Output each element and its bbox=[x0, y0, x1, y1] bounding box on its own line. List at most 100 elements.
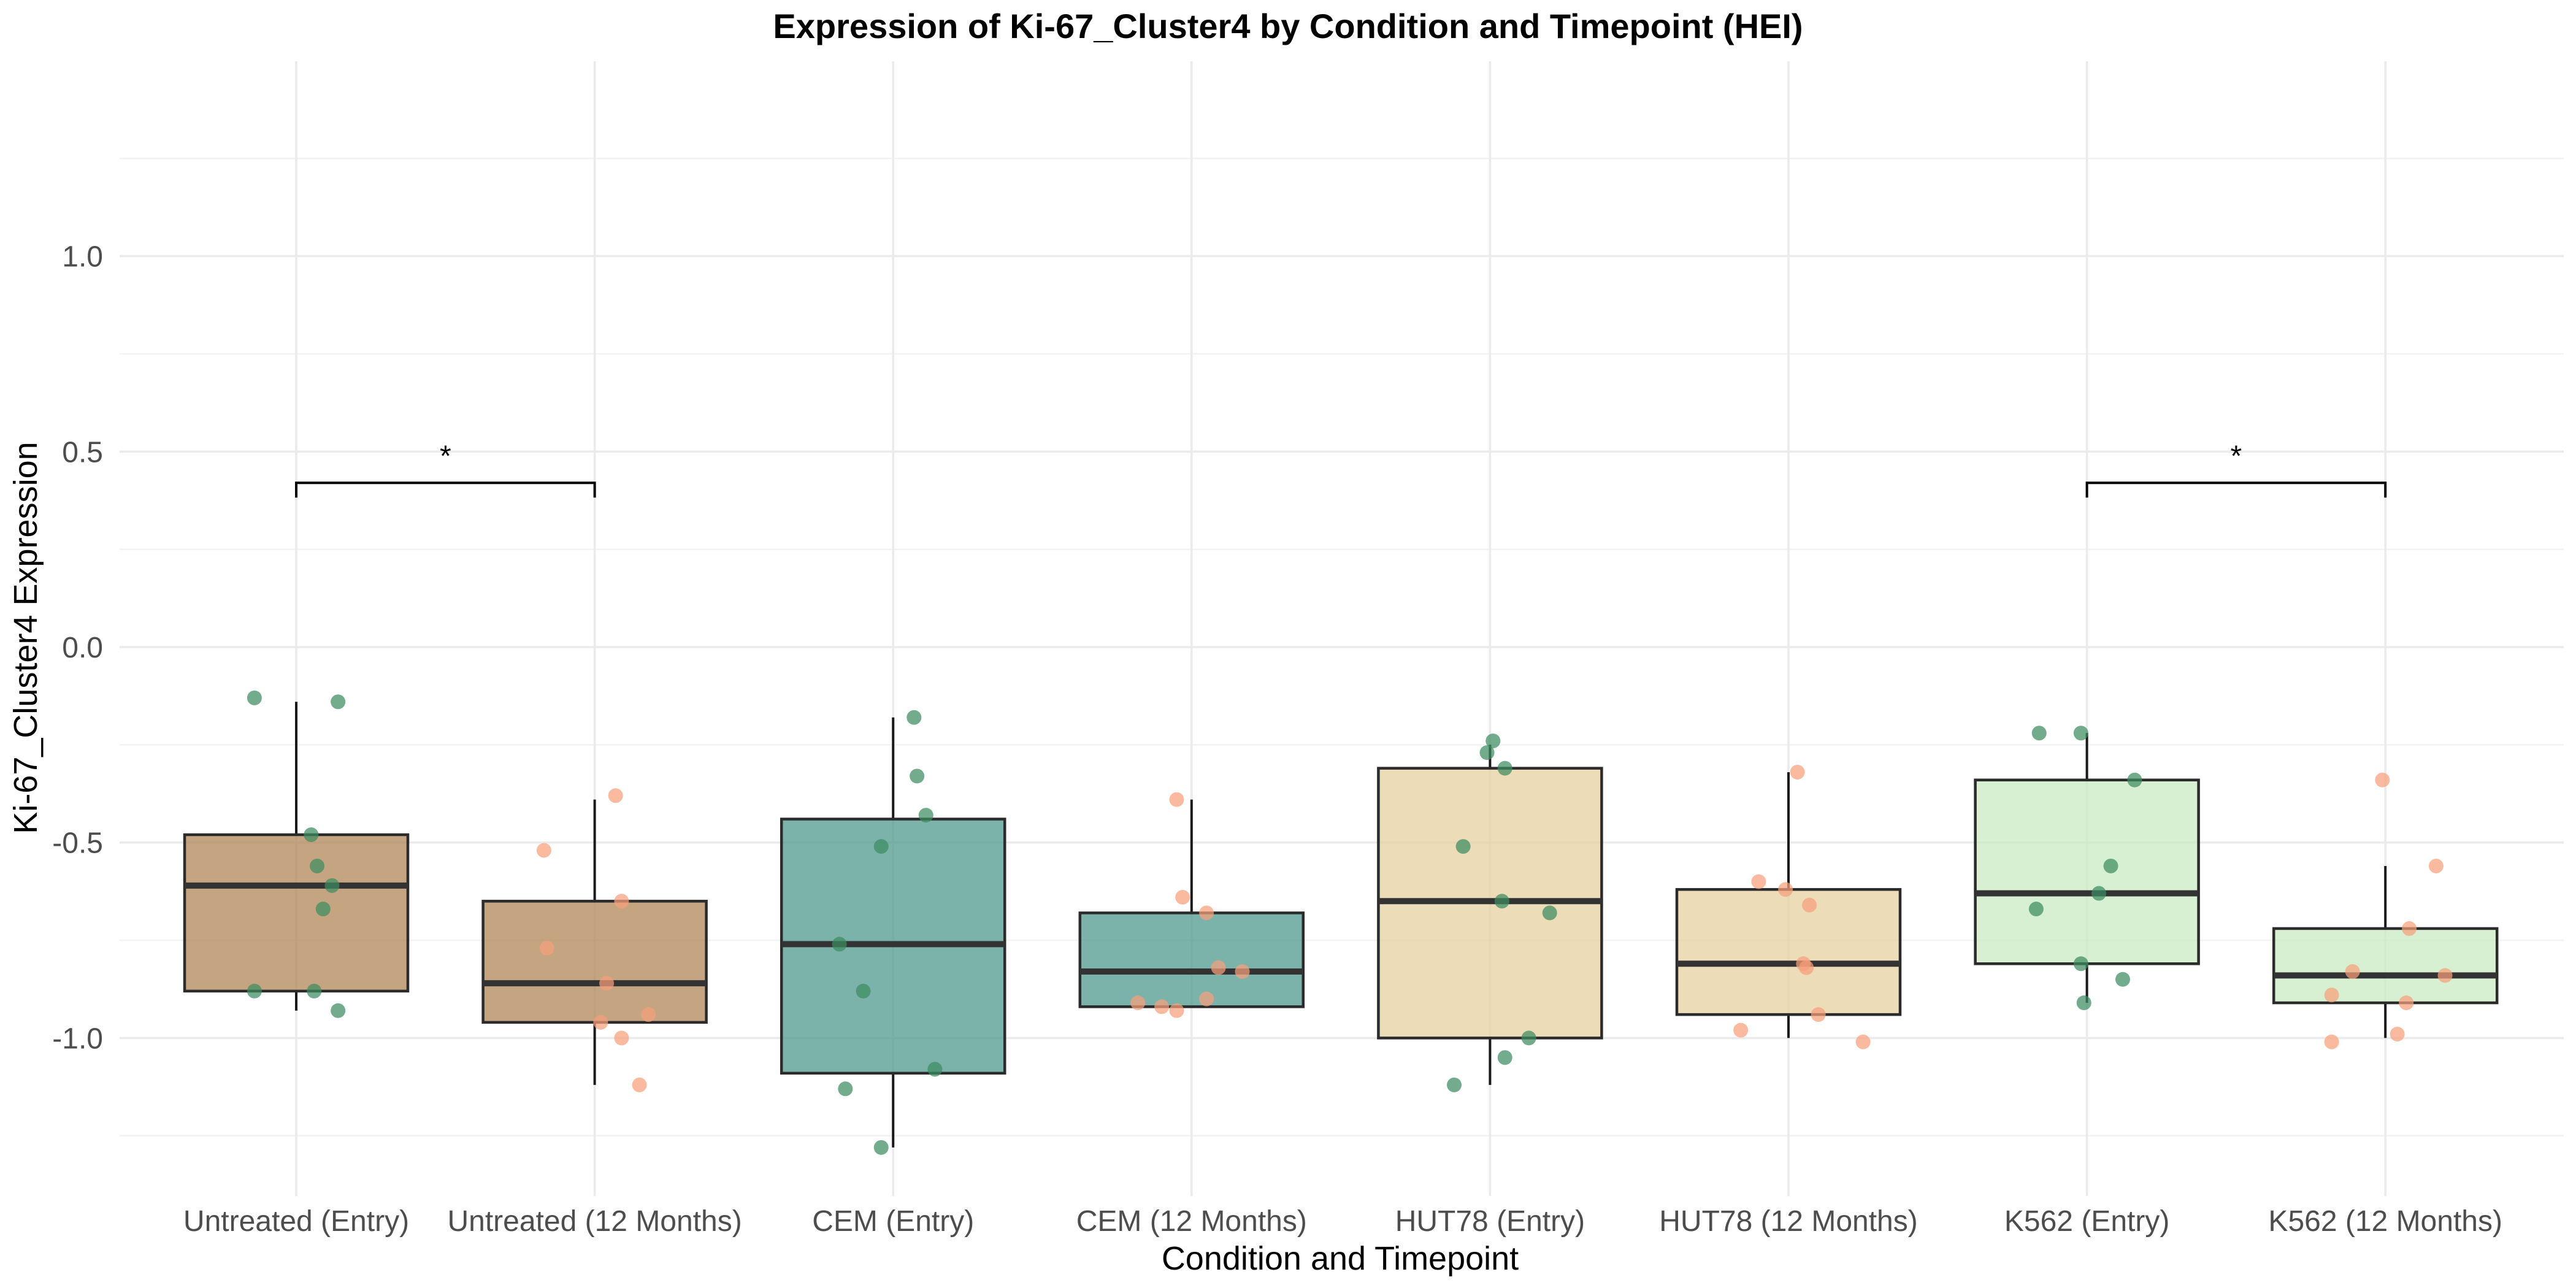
data-point bbox=[2127, 772, 2142, 788]
x-tick-label: Untreated (12 Months) bbox=[447, 1205, 742, 1238]
data-point bbox=[1130, 995, 1146, 1011]
data-point bbox=[536, 843, 551, 858]
boxes bbox=[183, 702, 2499, 1148]
data-point bbox=[1497, 1050, 1512, 1065]
data-point bbox=[1799, 960, 1814, 975]
significance-label: * bbox=[2231, 440, 2242, 472]
x-tick-label: K562 (12 Months) bbox=[2268, 1205, 2502, 1238]
data-point bbox=[2390, 1027, 2405, 1042]
data-point bbox=[856, 983, 871, 999]
data-point bbox=[1521, 1030, 1536, 1046]
data-point bbox=[2091, 886, 2107, 901]
box-body bbox=[481, 900, 708, 1024]
box-group bbox=[481, 799, 708, 1085]
data-point bbox=[918, 808, 933, 823]
data-point bbox=[1811, 1007, 1826, 1022]
data-point bbox=[2076, 995, 2091, 1011]
x-tick-label: CEM (Entry) bbox=[812, 1205, 974, 1238]
x-axis-title: Condition and Timepoint bbox=[1162, 1240, 1519, 1277]
y-tick-label: 1.0 bbox=[62, 241, 103, 274]
data-point bbox=[2375, 772, 2390, 788]
data-point bbox=[873, 1140, 889, 1155]
data-point bbox=[2073, 956, 2088, 972]
x-tick-label: Untreated (Entry) bbox=[183, 1205, 409, 1238]
y-tick-label: -1.0 bbox=[52, 1022, 103, 1055]
y-axis-title: Ki-67_Cluster4 Expression bbox=[7, 442, 44, 834]
data-point bbox=[1211, 960, 1226, 975]
box-body bbox=[183, 833, 410, 993]
data-point bbox=[247, 983, 262, 999]
data-point bbox=[539, 940, 554, 956]
box-group bbox=[780, 717, 1006, 1148]
data-point bbox=[331, 694, 346, 710]
data-point bbox=[1169, 792, 1184, 807]
data-point bbox=[1733, 1022, 1749, 1038]
data-point bbox=[1778, 882, 1793, 897]
data-point bbox=[608, 788, 623, 803]
data-point bbox=[2437, 968, 2453, 983]
y-tick-label: 0.5 bbox=[62, 436, 103, 469]
data-point bbox=[1169, 1003, 1184, 1018]
data-point bbox=[1855, 1034, 1871, 1049]
box-group bbox=[183, 702, 410, 1011]
x-tick-label: HUT78 (12 Months) bbox=[1659, 1205, 1917, 1238]
data-point bbox=[310, 858, 325, 873]
data-point bbox=[632, 1077, 647, 1092]
data-point bbox=[1175, 889, 1190, 905]
data-point bbox=[593, 1014, 608, 1030]
data-point bbox=[315, 902, 331, 917]
y-tick-label: 0.0 bbox=[62, 632, 103, 664]
box-group bbox=[1675, 772, 1902, 1038]
data-point bbox=[1497, 761, 1512, 776]
data-point bbox=[873, 839, 889, 854]
data-point bbox=[1802, 897, 1817, 913]
box-group bbox=[1078, 799, 1305, 1008]
data-point bbox=[1542, 905, 1557, 921]
data-point bbox=[1494, 894, 1509, 909]
data-point bbox=[247, 690, 262, 705]
box-group bbox=[2272, 865, 2499, 1038]
data-point bbox=[1455, 839, 1471, 854]
data-point bbox=[2073, 726, 2088, 741]
data-point bbox=[832, 937, 847, 952]
data-point bbox=[2324, 987, 2339, 1003]
data-point bbox=[2399, 995, 2414, 1011]
axis-ticks: -1.0 -0.5 0.0 0.5 1.0 Untreated (Entry) Untrea… bbox=[52, 241, 2502, 1238]
data-point bbox=[1199, 991, 1214, 1006]
data-point bbox=[1199, 905, 1214, 921]
data-point bbox=[1479, 745, 1495, 761]
data-point bbox=[838, 1081, 853, 1097]
box-body bbox=[1974, 778, 2200, 965]
significance-label: * bbox=[440, 440, 451, 472]
data-point bbox=[1485, 733, 1501, 748]
box-body bbox=[1078, 911, 1305, 1008]
data-point bbox=[614, 894, 629, 909]
box-body bbox=[2272, 927, 2499, 1005]
data-points bbox=[247, 690, 2453, 1155]
data-point bbox=[1790, 764, 1805, 780]
box-body bbox=[1675, 887, 1902, 1016]
significance-brackets: * * bbox=[295, 440, 2387, 498]
data-point bbox=[2402, 921, 2417, 936]
data-point bbox=[910, 769, 925, 784]
box-group bbox=[1377, 745, 1603, 1085]
x-tick-label: CEM (12 Months) bbox=[1076, 1205, 1307, 1238]
data-point bbox=[304, 827, 319, 842]
chart-title: Expression of Ki-67_Cluster4 by Conditio… bbox=[773, 7, 1803, 45]
data-point bbox=[2103, 858, 2118, 873]
significance-bracket bbox=[2085, 481, 2387, 498]
data-point bbox=[2031, 726, 2047, 741]
data-point bbox=[1447, 1077, 1462, 1092]
data-point bbox=[2115, 972, 2130, 987]
data-point bbox=[1154, 999, 1170, 1014]
data-point bbox=[907, 710, 922, 725]
significance-bracket bbox=[295, 481, 596, 498]
data-point bbox=[1751, 874, 1766, 889]
data-point bbox=[2345, 964, 2360, 979]
data-point bbox=[307, 983, 322, 999]
x-tick-label: K562 (Entry) bbox=[2004, 1205, 2169, 1238]
data-point bbox=[2428, 858, 2444, 873]
data-point bbox=[324, 878, 340, 893]
data-point bbox=[614, 1030, 629, 1046]
